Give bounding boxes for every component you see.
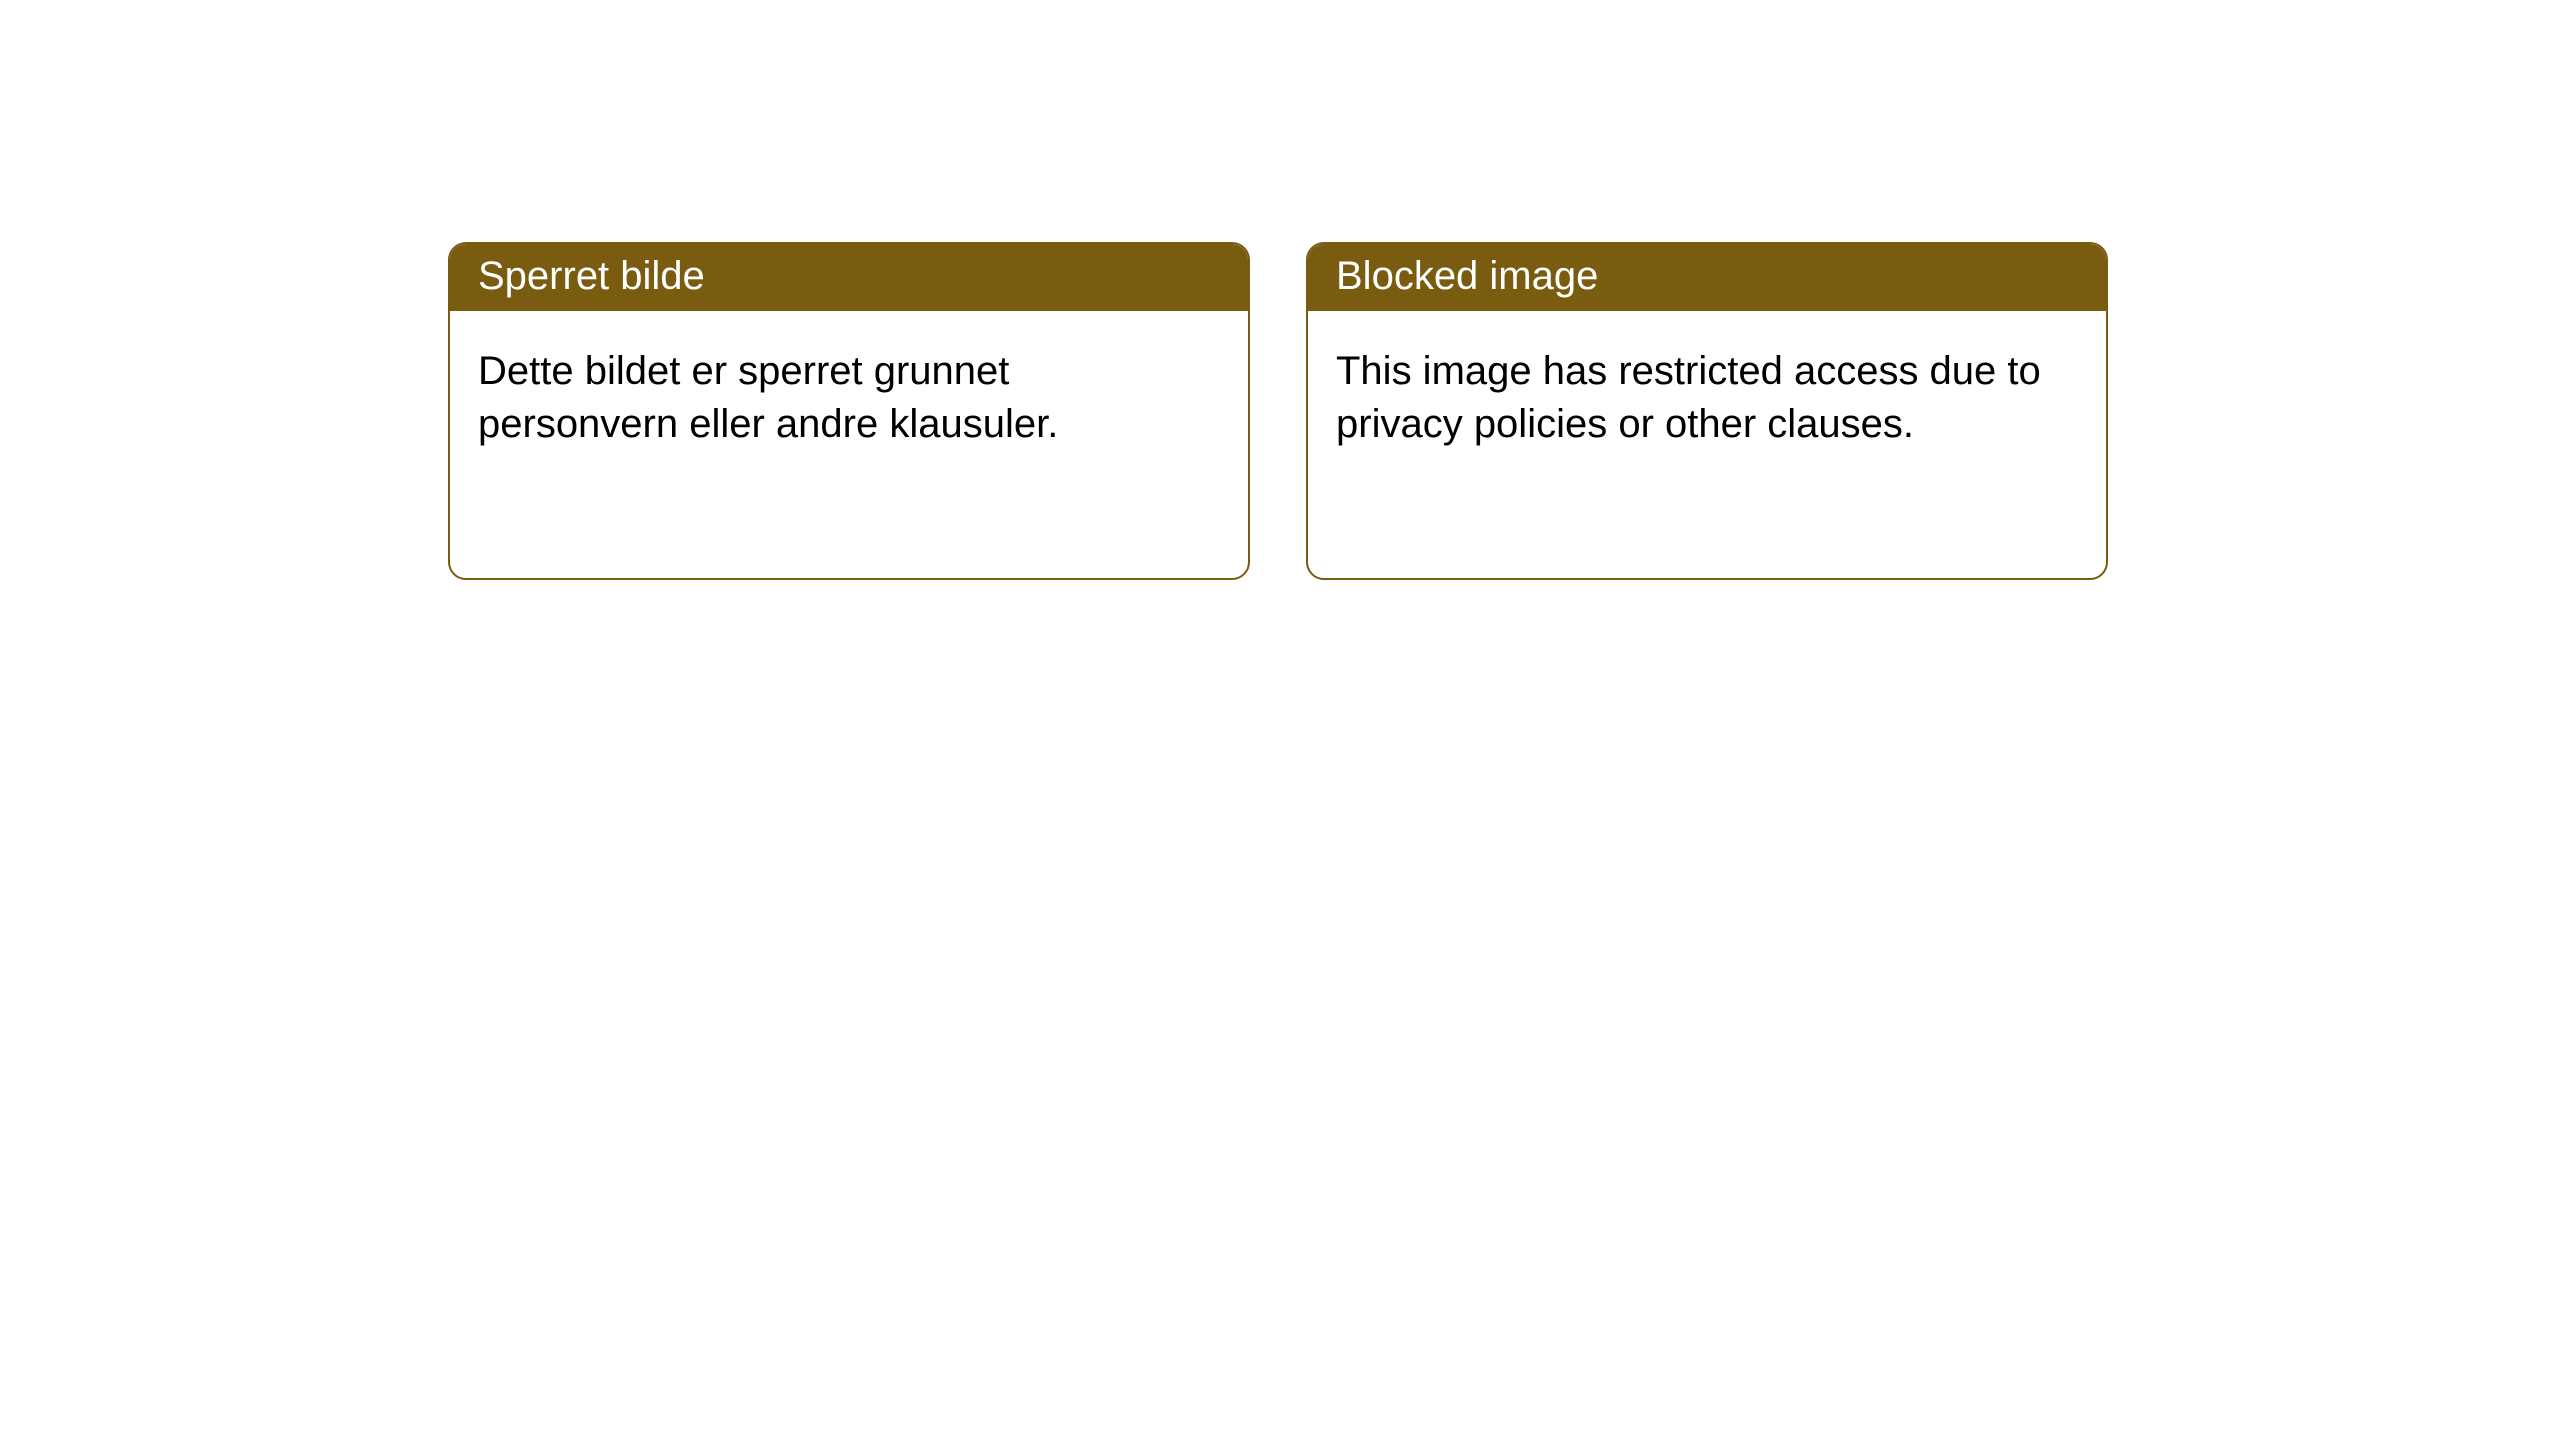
card-body: Dette bildet er sperret grunnet personve… xyxy=(450,311,1248,479)
card-header: Sperret bilde xyxy=(450,244,1248,311)
card-title: Sperret bilde xyxy=(478,254,705,298)
card-body: This image has restricted access due to … xyxy=(1308,311,2106,479)
card-body-text: This image has restricted access due to … xyxy=(1336,349,2041,446)
blocked-image-card-no: Sperret bilde Dette bildet er sperret gr… xyxy=(448,242,1250,580)
card-title: Blocked image xyxy=(1336,254,1598,298)
blocked-image-card-en: Blocked image This image has restricted … xyxy=(1306,242,2108,580)
notice-container: Sperret bilde Dette bildet er sperret gr… xyxy=(0,0,2560,580)
card-body-text: Dette bildet er sperret grunnet personve… xyxy=(478,349,1058,446)
card-header: Blocked image xyxy=(1308,244,2106,311)
